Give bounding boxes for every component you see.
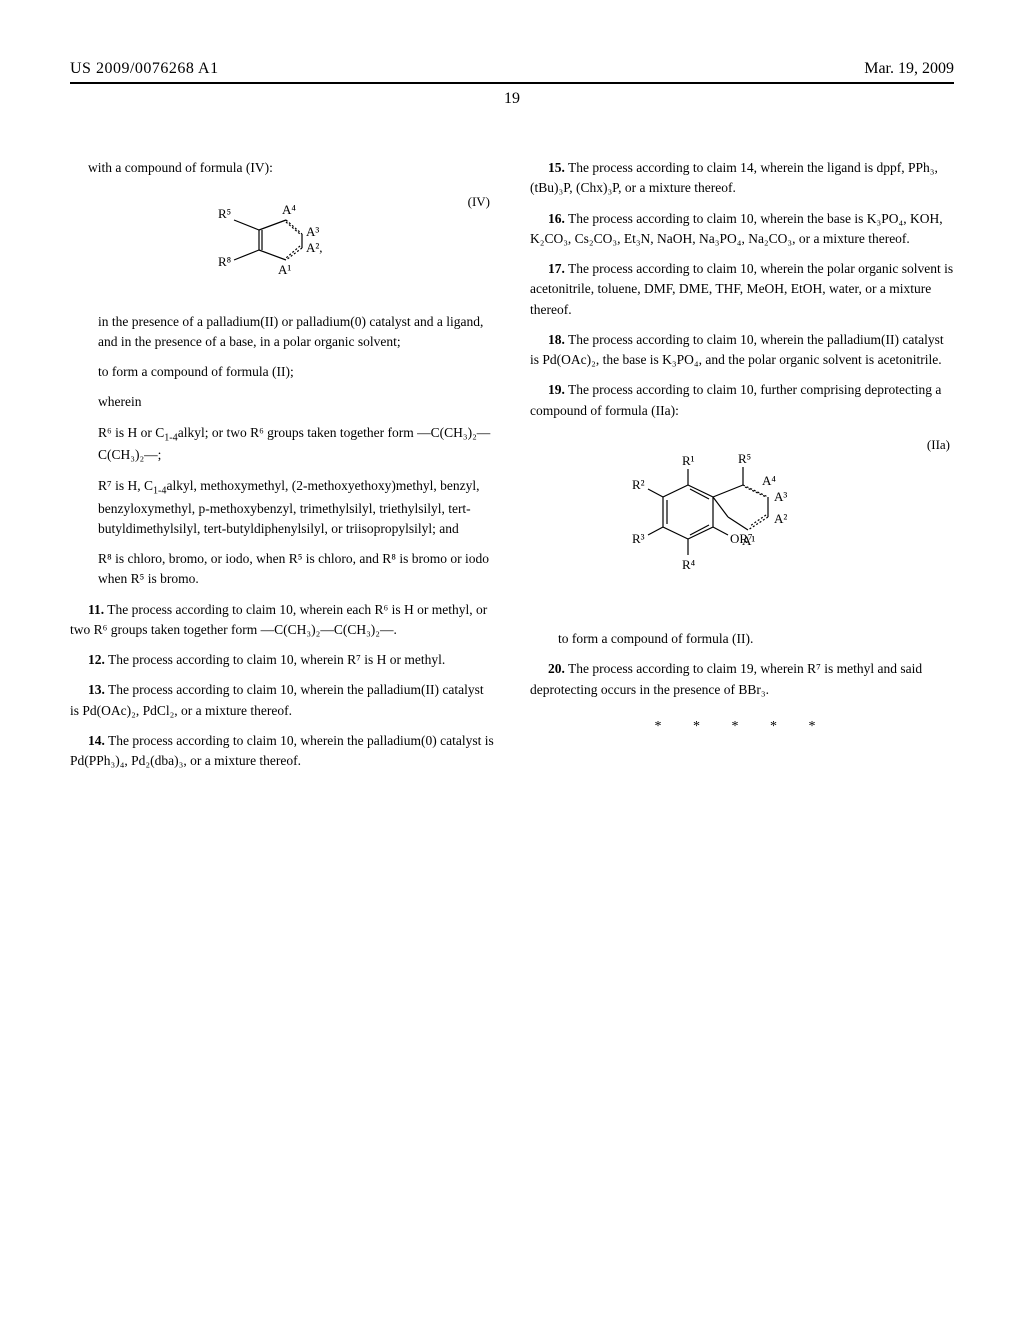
claim-number-16: 16. [548, 211, 565, 226]
claim-number-15: 15. [548, 160, 565, 175]
claim-14-text: The process according to claim 10, where… [70, 733, 494, 768]
claim-19-text: The process according to claim 10, furth… [530, 382, 941, 417]
claim-20: 20. The process according to claim 19, w… [530, 659, 954, 700]
claim-15: 15. The process according to claim 14, w… [530, 158, 954, 199]
label-r1: R¹ [682, 453, 695, 468]
para-catalyst: in the presence of a palladium(II) or pa… [70, 312, 494, 353]
publication-date: Mar. 19, 2009 [864, 60, 954, 78]
claim-18: 18. The process according to claim 10, w… [530, 330, 954, 371]
para-wherein: wherein [70, 392, 494, 412]
claim-17: 17. The process according to claim 10, w… [530, 259, 954, 320]
page-header: US 2009/0076268 A1 Mar. 19, 2009 [70, 60, 954, 84]
right-column: 15. The process according to claim 14, w… [530, 158, 954, 781]
claim-12-text: The process according to claim 10, where… [108, 652, 445, 667]
claim-number-19: 19. [548, 382, 565, 397]
claim-19: 19. The process according to claim 10, f… [530, 380, 954, 421]
label-r2: R² [632, 477, 645, 492]
formula-label-iv: (IV) [468, 192, 490, 212]
claim-18-text: The process according to claim 10, where… [530, 332, 944, 367]
label-r8: R⁸ [218, 254, 232, 269]
content-columns: with a compound of formula (IV): (IV) [70, 158, 954, 781]
label-a3: A³ [306, 224, 319, 239]
label-a4: A⁴ [282, 202, 296, 217]
para-r7: R⁷ is H, C1-4alkyl, methoxymethyl, (2-me… [70, 476, 494, 539]
claim-13: 13. The process according to claim 10, w… [70, 680, 494, 721]
para-form-ii-2: to form a compound of formula (II). [530, 629, 954, 649]
label-a1: A¹ [278, 262, 291, 277]
para-form-ii: to form a compound of formula (II); [70, 362, 494, 382]
formula-label-iia: (IIa) [927, 435, 950, 455]
claim-15-text: The process according to claim 14, where… [530, 160, 938, 195]
claim-11-text: The process according to claim 10, where… [70, 602, 487, 637]
intro-text: with a compound of formula (IV): [70, 158, 494, 178]
page-number: 19 [70, 90, 954, 108]
claim-12: 12. The process according to claim 10, w… [70, 650, 494, 670]
chemical-structure-iia: R¹ R² R³ R⁴ R⁵ A⁴ A³ A² A¹ OR⁷ [530, 435, 954, 611]
claim-16-text: The process according to claim 10, where… [530, 211, 943, 246]
claim-number-11: 11. [88, 602, 104, 617]
claim-number-13: 13. [88, 682, 105, 697]
para-r6: R⁶ is H or C1-4alkyl; or two R⁶ groups t… [70, 423, 494, 466]
para-r7a: R⁷ is H, C [98, 478, 153, 493]
label-r5b: R⁵ [738, 451, 751, 466]
publication-number: US 2009/0076268 A1 [70, 60, 219, 78]
left-column: with a compound of formula (IV): (IV) [70, 158, 494, 781]
label-r4: R⁴ [682, 557, 696, 572]
label-or7: OR⁷ [730, 531, 753, 546]
label-a3b: A³ [774, 489, 787, 504]
claim-17-text: The process according to claim 10, where… [530, 261, 953, 317]
claim-number-18: 18. [548, 332, 565, 347]
para-r6a: R⁶ is H or C [98, 425, 164, 440]
claim-14: 14. The process according to claim 10, w… [70, 731, 494, 772]
claim-16: 16. The process according to claim 10, w… [530, 209, 954, 250]
claim-13-text: The process according to claim 10, where… [70, 682, 484, 717]
label-r5: R⁵ [218, 206, 231, 221]
label-a2b: A² [774, 511, 787, 526]
label-a2: A², [306, 240, 323, 255]
claim-number-12: 12. [88, 652, 105, 667]
claim-11: 11. The process according to claim 10, w… [70, 600, 494, 641]
label-a4b: A⁴ [762, 473, 776, 488]
claim-number-20: 20. [548, 661, 565, 676]
label-r3: R³ [632, 531, 645, 546]
para-r8: R⁸ is chloro, bromo, or iodo, when R⁵ is… [70, 549, 494, 590]
sub-1-4-b: 1-4 [153, 485, 166, 496]
claim-20-text: The process according to claim 19, where… [530, 661, 922, 696]
claim-number-17: 17. [548, 261, 565, 276]
chemical-structure-iv: R⁵ A⁴ A³ R⁸ A¹ A², [70, 192, 494, 293]
end-marker: * * * * * [530, 716, 954, 737]
claim-number-14: 14. [88, 733, 105, 748]
sub-1-4: 1-4 [164, 432, 177, 443]
